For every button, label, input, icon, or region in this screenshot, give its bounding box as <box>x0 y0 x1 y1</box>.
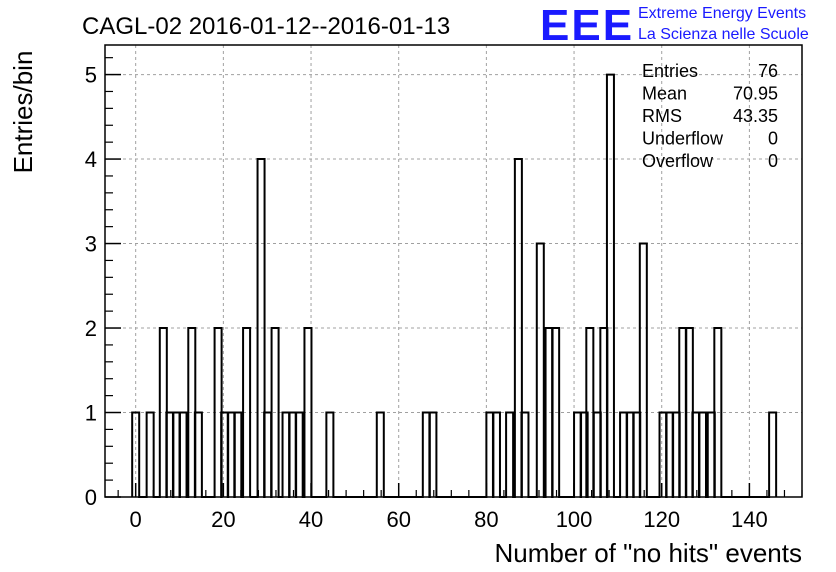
y-tick-label: 1 <box>85 401 97 426</box>
stats-label: Overflow <box>642 151 714 171</box>
x-tick-label: 20 <box>211 507 235 532</box>
y-tick-label: 0 <box>85 485 97 510</box>
axes: 0 20 40 60 80 100 120 140 0 1 2 3 4 5 <box>85 44 803 532</box>
histogram-bin <box>769 413 776 497</box>
y-tick-label: 2 <box>85 316 97 341</box>
histogram-bin <box>377 413 384 497</box>
stats-value: 70.95 <box>733 84 778 104</box>
histogram-bin <box>506 413 513 497</box>
y-tick-label: 3 <box>85 232 97 257</box>
x-axis-title: Number of "no hits" events <box>495 538 803 568</box>
histogram-outline <box>131 73 778 498</box>
x-tick-label: 0 <box>130 507 142 532</box>
x-tick-label: 100 <box>556 507 593 532</box>
logo-mark: EEE <box>540 1 634 50</box>
chart-title: CAGL-02 2016-01-12--2016-01-13 <box>82 13 450 40</box>
stats-label: Mean <box>642 84 687 104</box>
stats-value: 0 <box>768 129 778 149</box>
y-tick-label: 5 <box>85 63 97 88</box>
stats-box: Entries 76 Mean 70.95 RMS 43.35 Underflow 0 Over… <box>642 61 778 171</box>
stats-label: RMS <box>642 106 682 126</box>
stats-label: Underflow <box>642 129 724 149</box>
x-tick-label: 40 <box>299 507 323 532</box>
stats-label: Entries <box>642 61 698 81</box>
logo-line-2: La Scienza nelle Scuole <box>638 26 809 43</box>
histogram-bins <box>131 73 778 498</box>
logo-line-1: Extreme Energy Events <box>638 5 806 22</box>
histogram-bin <box>326 413 333 497</box>
x-tick-label: 80 <box>474 507 498 532</box>
eee-logo: EEE Extreme Energy Events La Scienza nel… <box>540 1 809 50</box>
x-tick-label: 60 <box>386 507 410 532</box>
stats-value: 0 <box>768 151 778 171</box>
histogram-bin <box>147 413 154 497</box>
y-tick-label: 4 <box>85 147 97 172</box>
x-tick-label: 120 <box>643 507 680 532</box>
histogram-bin <box>537 244 544 497</box>
y-axis-title: Entries/bin <box>8 51 38 174</box>
stats-value: 43.35 <box>733 106 778 126</box>
plot-frame <box>104 44 803 498</box>
stats-value: 76 <box>758 61 778 81</box>
grid <box>105 45 802 497</box>
x-tick-label: 140 <box>731 507 768 532</box>
